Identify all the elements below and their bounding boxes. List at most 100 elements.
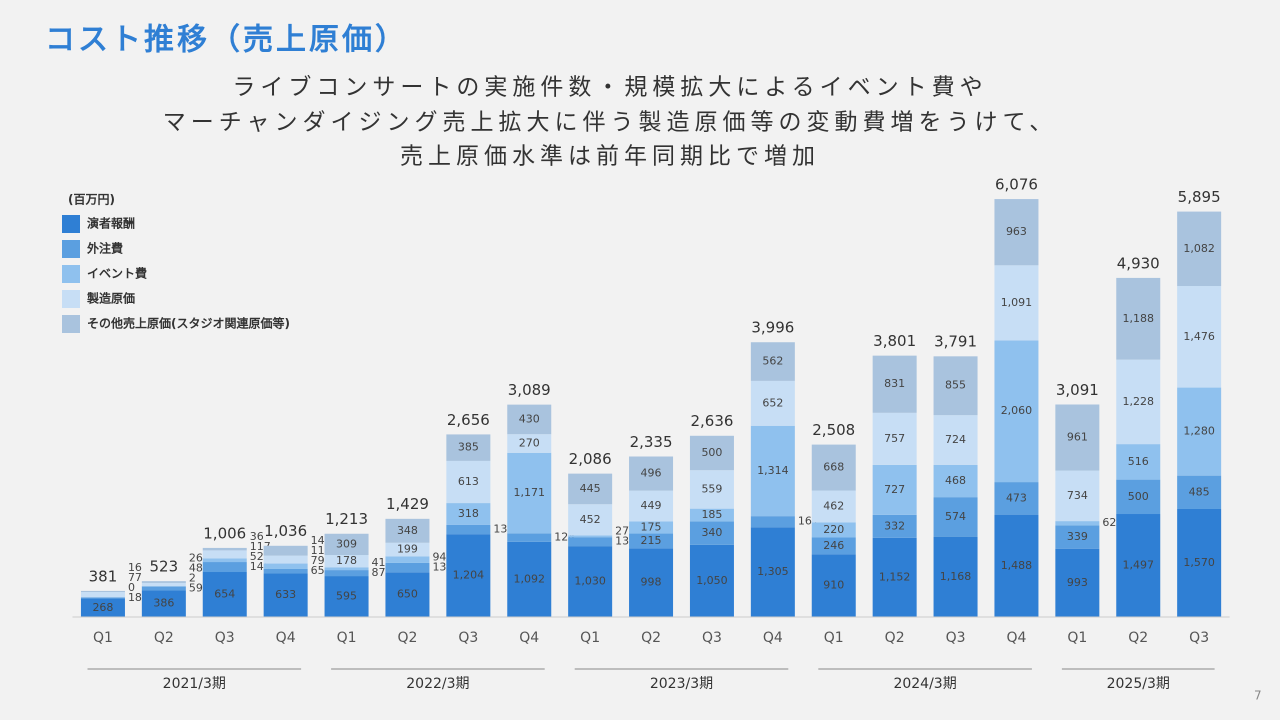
segment-label: 1,476	[1183, 330, 1215, 343]
segment-label: 462	[823, 499, 844, 512]
bar-segment	[385, 518, 430, 543]
bar-segment	[994, 514, 1039, 617]
total-label: 1,213	[325, 510, 368, 528]
bar-segment	[568, 537, 613, 547]
segment-label: 1,050	[696, 574, 728, 587]
bar-segment	[750, 527, 795, 617]
segment-label: 87	[372, 566, 386, 579]
total-label: 2,335	[630, 433, 673, 451]
segment-label: 1,188	[1123, 312, 1155, 325]
segment-label: 386	[153, 597, 174, 610]
x-tick-label: Q1	[93, 630, 113, 646]
group-label: 2025/3期	[1107, 676, 1170, 692]
bar-segment	[385, 572, 430, 617]
segment-label: 500	[701, 446, 722, 459]
bar-segment	[568, 535, 613, 538]
total-label: 523	[150, 558, 179, 576]
bar-segment	[1177, 508, 1222, 617]
page-number: 7	[1254, 689, 1262, 703]
bar-segment	[202, 550, 247, 559]
segment-label: 2	[189, 571, 196, 584]
bar-segment	[80, 597, 125, 599]
group-label: 2021/3期	[163, 676, 226, 692]
x-tick-label: Q4	[763, 630, 783, 646]
bar-segment	[811, 490, 856, 523]
segment-label: 1,152	[879, 570, 911, 583]
segment-label: 1,314	[757, 464, 789, 477]
legend-swatch	[62, 240, 80, 258]
bar-segment	[507, 404, 552, 435]
segment-label: 855	[945, 379, 966, 392]
segment-label: 652	[762, 396, 783, 409]
segment-label: 1,204	[453, 569, 485, 582]
segment-label: 1,092	[514, 572, 546, 585]
segment-label: 430	[519, 412, 540, 425]
segment-label: 1,228	[1123, 395, 1155, 408]
x-tick-label: Q2	[154, 630, 174, 646]
total-label: 1,036	[264, 522, 307, 540]
x-tick-label: Q1	[824, 630, 844, 646]
slide-title: コスト推移（売上原価）	[45, 23, 408, 58]
segment-label: 562	[762, 355, 783, 368]
bar-segment	[933, 464, 978, 498]
total-label: 1,429	[386, 495, 429, 513]
bar-segment	[263, 568, 308, 574]
bar-segment	[872, 514, 917, 538]
segment-label: 734	[1067, 489, 1088, 502]
group-label: 2024/3期	[893, 676, 956, 692]
total-label: 6,076	[995, 176, 1038, 194]
bar-segment	[994, 265, 1039, 341]
segment-label: 1,488	[1001, 559, 1033, 572]
x-tick-label: Q4	[519, 630, 539, 646]
bar-segment	[507, 434, 552, 453]
segment-label: 178	[336, 554, 357, 567]
bar-segment	[324, 576, 369, 617]
segment-label: 757	[884, 432, 905, 445]
segment-label: 309	[336, 537, 357, 550]
segment-label: 220	[823, 523, 844, 536]
bar-segment	[1177, 286, 1222, 388]
legend-swatch	[62, 290, 80, 308]
bar-segment	[446, 503, 491, 525]
bar-segment	[1177, 211, 1222, 287]
subtitle-line: 売上原価水準は前年同期比で増加	[400, 144, 820, 170]
segment-label: 724	[945, 433, 966, 446]
segment-label: 468	[945, 474, 966, 487]
x-tick-label: Q1	[1067, 630, 1087, 646]
bar-segment	[1055, 470, 1100, 522]
segment-label: 77	[128, 571, 142, 584]
subtitle-line: ライブコンサートの実施件数・規模拡大によるイベント費や	[232, 75, 987, 101]
total-label: 1,006	[203, 524, 246, 542]
total-label: 2,508	[812, 421, 855, 439]
total-label: 3,091	[1056, 381, 1099, 399]
total-label: 2,636	[690, 412, 733, 430]
x-tick-label: Q4	[1006, 630, 1026, 646]
bar-segment	[446, 434, 491, 461]
bar-segment	[1116, 277, 1161, 360]
segment-label: 727	[884, 483, 905, 496]
bar-segment	[385, 542, 430, 557]
segment-label: 48	[189, 561, 203, 574]
bar-segment	[80, 590, 125, 593]
bar-segment	[202, 562, 247, 573]
segment-label: 2,060	[1001, 404, 1033, 417]
segment-label: 79	[311, 554, 325, 567]
legend-label: 外注費	[87, 241, 123, 256]
segment-label: 340	[701, 526, 722, 539]
segment-label: 62	[1102, 516, 1116, 529]
legend-label: イベント費	[87, 266, 147, 281]
x-tick-label: Q3	[702, 630, 722, 646]
segment-label: 332	[884, 519, 905, 532]
legend-label: 演者報酬	[87, 216, 135, 231]
segment-label: 199	[397, 543, 418, 556]
bar-segment	[324, 570, 369, 577]
x-tick-label: Q2	[885, 630, 905, 646]
total-label: 381	[89, 567, 118, 585]
bar-segment	[994, 340, 1039, 483]
bar-segment	[629, 548, 674, 617]
segment-label: 668	[823, 461, 844, 474]
bar-segment	[263, 573, 308, 617]
segment-label: 246	[823, 539, 844, 552]
bar-segment	[750, 425, 795, 517]
